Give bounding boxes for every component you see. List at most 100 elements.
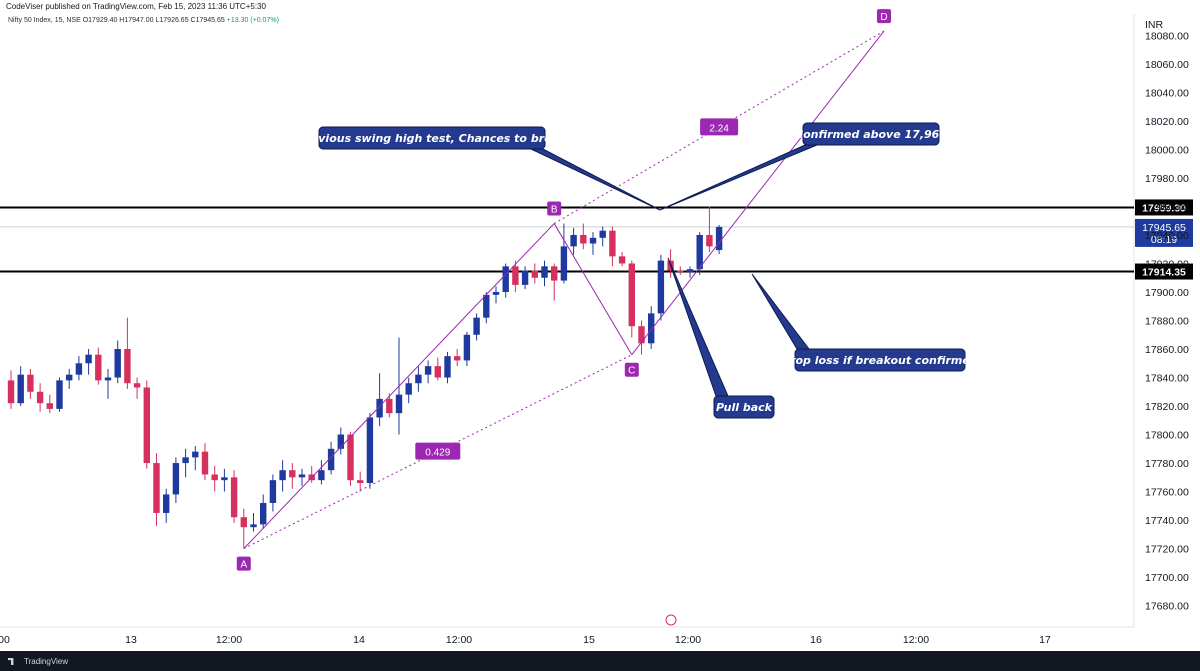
- symbol-legend: Nifty 50 Index, 15, NSE O17929.40 H17947…: [8, 17, 279, 24]
- candle-body: [512, 266, 519, 285]
- candle-body: [46, 403, 53, 409]
- candle-body: [686, 269, 694, 273]
- pattern-leg: [631, 30, 885, 356]
- price-change: +13.30 (+0.07%): [226, 17, 279, 24]
- callout-box: [802, 122, 940, 146]
- x-tick-label: 12:00: [903, 634, 929, 646]
- callout-pointer: [667, 257, 729, 397]
- level-tag: [1135, 263, 1193, 280]
- last-price-label: 17945.65: [1142, 222, 1186, 234]
- brand-label: TradingView: [24, 657, 69, 666]
- candle-body: [75, 363, 83, 375]
- tradingview-icon: [8, 658, 14, 665]
- footer-bar: TradingView: [0, 651, 1200, 671]
- candles: [7, 206, 723, 549]
- candle-body: [473, 317, 480, 335]
- candle-body: [434, 366, 441, 378]
- point-marker: [547, 201, 562, 216]
- candle-body: [192, 451, 199, 458]
- y-tick-label: 17720.00: [1145, 544, 1189, 556]
- candle-body: [133, 383, 141, 388]
- candle-body: [589, 237, 597, 244]
- candle-body: [153, 463, 160, 513]
- candle-body: [250, 524, 257, 528]
- ratio-label: 0.429: [425, 448, 450, 459]
- y-tick-label: 17900.00: [1145, 287, 1189, 299]
- candle-body: [124, 349, 131, 384]
- point-label: B: [551, 205, 558, 216]
- candle-body: [211, 474, 218, 481]
- countdown-label: 08:19: [1151, 234, 1177, 246]
- y-tick-label: 18040.00: [1145, 87, 1189, 99]
- candle-body: [463, 334, 471, 361]
- y-tick-label: 17960.00: [1145, 201, 1189, 213]
- x-tick-label: 12:00: [446, 634, 472, 646]
- y-tick-label: 17760.00: [1145, 487, 1189, 499]
- y-tick-label: 17880.00: [1145, 316, 1189, 328]
- candle-body: [172, 463, 180, 495]
- event-icon: [665, 614, 677, 626]
- candle-body: [541, 266, 548, 278]
- candle-body: [163, 494, 170, 513]
- publish-info: CodeViser published on TradingView.com, …: [6, 2, 266, 11]
- x-tick-label: 13: [125, 634, 137, 646]
- candle-body: [114, 349, 121, 378]
- candle-body: [531, 270, 538, 278]
- candle-body: [415, 374, 422, 384]
- callout-pointer: [530, 148, 661, 211]
- y-tick-label: 17680.00: [1145, 601, 1189, 613]
- point-label: D: [880, 12, 887, 23]
- x-tick-label: 14: [353, 634, 365, 646]
- callout-box: [713, 395, 775, 419]
- axis-background: [1134, 14, 1200, 627]
- candle-body: [298, 474, 306, 478]
- candle-body: [648, 313, 655, 344]
- candle-body: [483, 294, 490, 318]
- candle-body: [85, 354, 92, 364]
- level-label: 17914.35: [1142, 267, 1186, 279]
- candle-body: [599, 230, 606, 238]
- candle-body: [201, 451, 209, 475]
- callout-box: [318, 126, 546, 150]
- point-marker: [877, 9, 891, 24]
- point-marker: [624, 362, 639, 377]
- candle-body: [104, 377, 112, 381]
- callout-box: [794, 348, 966, 372]
- callout-text-swing: Previous swing high test, Chances to bre…: [298, 132, 567, 145]
- point-label: C: [628, 366, 635, 377]
- y-tick-label: 18060.00: [1145, 59, 1189, 71]
- x-tick-label: 00: [0, 634, 10, 646]
- candle-body: [36, 391, 44, 404]
- symbol-name[interactable]: Nifty 50 Index, 15, NSE: [8, 17, 81, 24]
- harmonic-pattern[interactable]: A B C D 0.429 2.24: [236, 9, 891, 571]
- tradingview-logo: TradingView: [8, 657, 68, 666]
- ratio-box: [415, 442, 461, 460]
- price-axis[interactable]: INR 17680.00 17700.00 17720.00 17740.00 17760…: [1145, 19, 1189, 613]
- candle-body: [551, 266, 558, 281]
- pattern-leg: [553, 223, 633, 355]
- candle-body: [570, 234, 577, 247]
- time-axis[interactable]: 00 13 12:00 14 12:00 15 12:00 16 12:00 17: [0, 614, 1051, 646]
- y-tick-label: 17920.00: [1145, 258, 1189, 270]
- candle-body: [521, 270, 529, 285]
- x-tick-label: 12:00: [675, 634, 701, 646]
- pattern-leg: [243, 223, 555, 549]
- candle-body: [366, 417, 374, 484]
- x-tick-label: 15: [583, 634, 595, 646]
- candle-body: [27, 374, 34, 392]
- candle-body: [386, 398, 393, 414]
- y-tick-label: 17820.00: [1145, 401, 1189, 413]
- candle-body: [444, 356, 451, 378]
- candle-body: [424, 366, 432, 375]
- candle-body: [492, 291, 500, 295]
- candle-body: [221, 477, 228, 481]
- currency-label: INR: [1145, 19, 1164, 31]
- y-tick-label: 18020.00: [1145, 116, 1189, 128]
- annotations[interactable]: Previous swing high test, Chances to bre…: [298, 122, 978, 419]
- candle-body: [609, 230, 616, 257]
- y-tick-label: 17980.00: [1145, 173, 1189, 185]
- y-tick-label: 17700.00: [1145, 572, 1189, 584]
- x-tick-label: 12:00: [216, 634, 242, 646]
